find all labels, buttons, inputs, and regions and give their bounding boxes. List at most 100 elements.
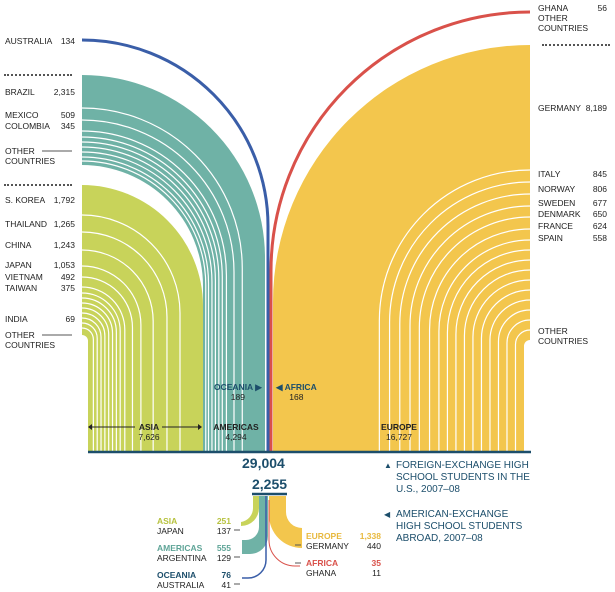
oceania-flow	[81, 38, 270, 452]
other-countries-label: OTHER COUNTRIES	[5, 330, 56, 350]
region-label-asia: ASIA 7,626	[132, 422, 166, 442]
region-label-oceania: OCEANIA ▶ 189	[214, 382, 262, 402]
division-line	[81, 160, 207, 452]
country-label: GERMANY	[538, 103, 581, 113]
abroad-region-name: OCEANIA	[157, 570, 197, 580]
division-line	[446, 249, 531, 452]
abroad-country-value: 41	[221, 580, 231, 590]
country-label: BRAZIL	[5, 87, 35, 97]
division-line	[81, 317, 102, 452]
divider	[542, 44, 610, 46]
division-line	[81, 302, 114, 452]
division-line	[81, 249, 154, 452]
region-value: 189	[230, 392, 245, 402]
abroad-asia-flow	[241, 496, 259, 526]
abroad-region-name: AFRICA	[306, 558, 339, 568]
country-label: NORWAY	[538, 184, 576, 194]
country-value: 134	[60, 36, 75, 46]
country-value: 375	[60, 283, 75, 293]
region-label-europe: EUROPE 16,727	[376, 422, 422, 442]
division-line	[81, 107, 243, 452]
abroad-region-value: 76	[221, 570, 231, 580]
division-line	[506, 319, 531, 452]
division-line	[81, 322, 98, 452]
abroad-country: AUSTRALIA	[157, 580, 205, 590]
abroad-americas-flow	[242, 496, 268, 554]
abroad-country-value: 11	[372, 568, 381, 578]
divider	[4, 184, 72, 186]
division-line	[409, 205, 531, 452]
division-line	[480, 289, 531, 452]
other-countries-label: OTHER COUNTRIES	[5, 146, 56, 166]
abroad-region-value: 555	[216, 543, 231, 553]
region-label-americas: AMERICAS 4,294	[208, 422, 264, 442]
abroad-country: JAPAN	[157, 526, 184, 536]
country-value: 509	[60, 110, 75, 120]
country-value: 806	[592, 184, 607, 194]
legend-text: FOREIGN-EXCHANGE HIGH SCHOOL STUDENTS IN…	[396, 460, 530, 495]
division-line	[81, 146, 216, 452]
division-line	[428, 228, 531, 452]
country-label: AUSTRALIA	[5, 36, 53, 46]
country-value: 492	[60, 272, 75, 282]
country-value: 1,053	[53, 260, 75, 270]
abroad-country: ARGENTINA	[157, 553, 207, 563]
division-line	[81, 151, 213, 452]
region-name: AMERICAS	[213, 422, 259, 432]
country-value: 345	[60, 121, 75, 131]
abroad-country-value: 440	[366, 541, 381, 551]
country-label: S. KOREA	[5, 195, 46, 205]
abroad-region-value: 251	[216, 516, 231, 526]
region-label-africa: ◀ AFRICA 168	[276, 382, 317, 402]
division-line	[81, 307, 110, 452]
division-line	[81, 141, 220, 452]
europe-flow	[273, 45, 530, 452]
region-value: 16,727	[386, 432, 412, 442]
division-line	[455, 259, 531, 452]
division-line	[81, 292, 121, 452]
region-value: 7,626	[138, 432, 160, 442]
country-value: 1,792	[53, 195, 75, 205]
country-value: 8,189	[585, 103, 607, 113]
country-value: 2,315	[53, 87, 75, 97]
country-value: 845	[592, 169, 607, 179]
abroad-oceania-flow	[242, 496, 267, 579]
legend-text: AMERICAN-EXCHANGE HIGH SCHOOL STUDENTS A…	[396, 509, 523, 544]
country-value: 1,265	[53, 219, 75, 229]
division-line	[514, 329, 531, 452]
division-line	[81, 130, 228, 452]
country-label: TAIWAN	[5, 283, 38, 293]
region-value: 4,294	[225, 432, 247, 442]
division-line	[81, 136, 223, 452]
division-line	[81, 231, 168, 452]
region-name: OCEANIA	[214, 382, 253, 392]
asia-flow	[82, 185, 203, 452]
region-name: AFRICA	[284, 382, 317, 392]
abroad-country: GERMANY	[306, 541, 349, 551]
division-line	[489, 299, 531, 452]
country-label: GHANA	[538, 3, 569, 13]
division-line	[418, 216, 531, 452]
total-american: 2,255	[252, 476, 288, 492]
country-label: FRANCE	[538, 221, 573, 231]
country-label: ITALY	[538, 169, 561, 179]
division-line	[378, 169, 531, 452]
total-foreign: 29,004	[242, 455, 285, 471]
country-value: 56	[597, 3, 607, 13]
country-label: MEXICO	[5, 110, 39, 120]
country-value: 677	[592, 198, 607, 208]
division-line	[81, 286, 126, 452]
country-value: 624	[592, 221, 607, 231]
division-line	[81, 327, 94, 452]
division-line	[388, 181, 531, 452]
division-line	[497, 309, 531, 452]
country-value: 1,243	[53, 240, 75, 250]
country-label: VIETNAM	[5, 272, 43, 282]
abroad-region-name: ASIA	[157, 516, 178, 526]
country-label: COLOMBIA	[5, 121, 50, 131]
country-label: DENMARK	[538, 209, 581, 219]
abroad-country: GHANA	[306, 568, 337, 578]
abroad-region-value: 35	[371, 558, 381, 568]
country-label: SWEDEN	[538, 198, 576, 208]
